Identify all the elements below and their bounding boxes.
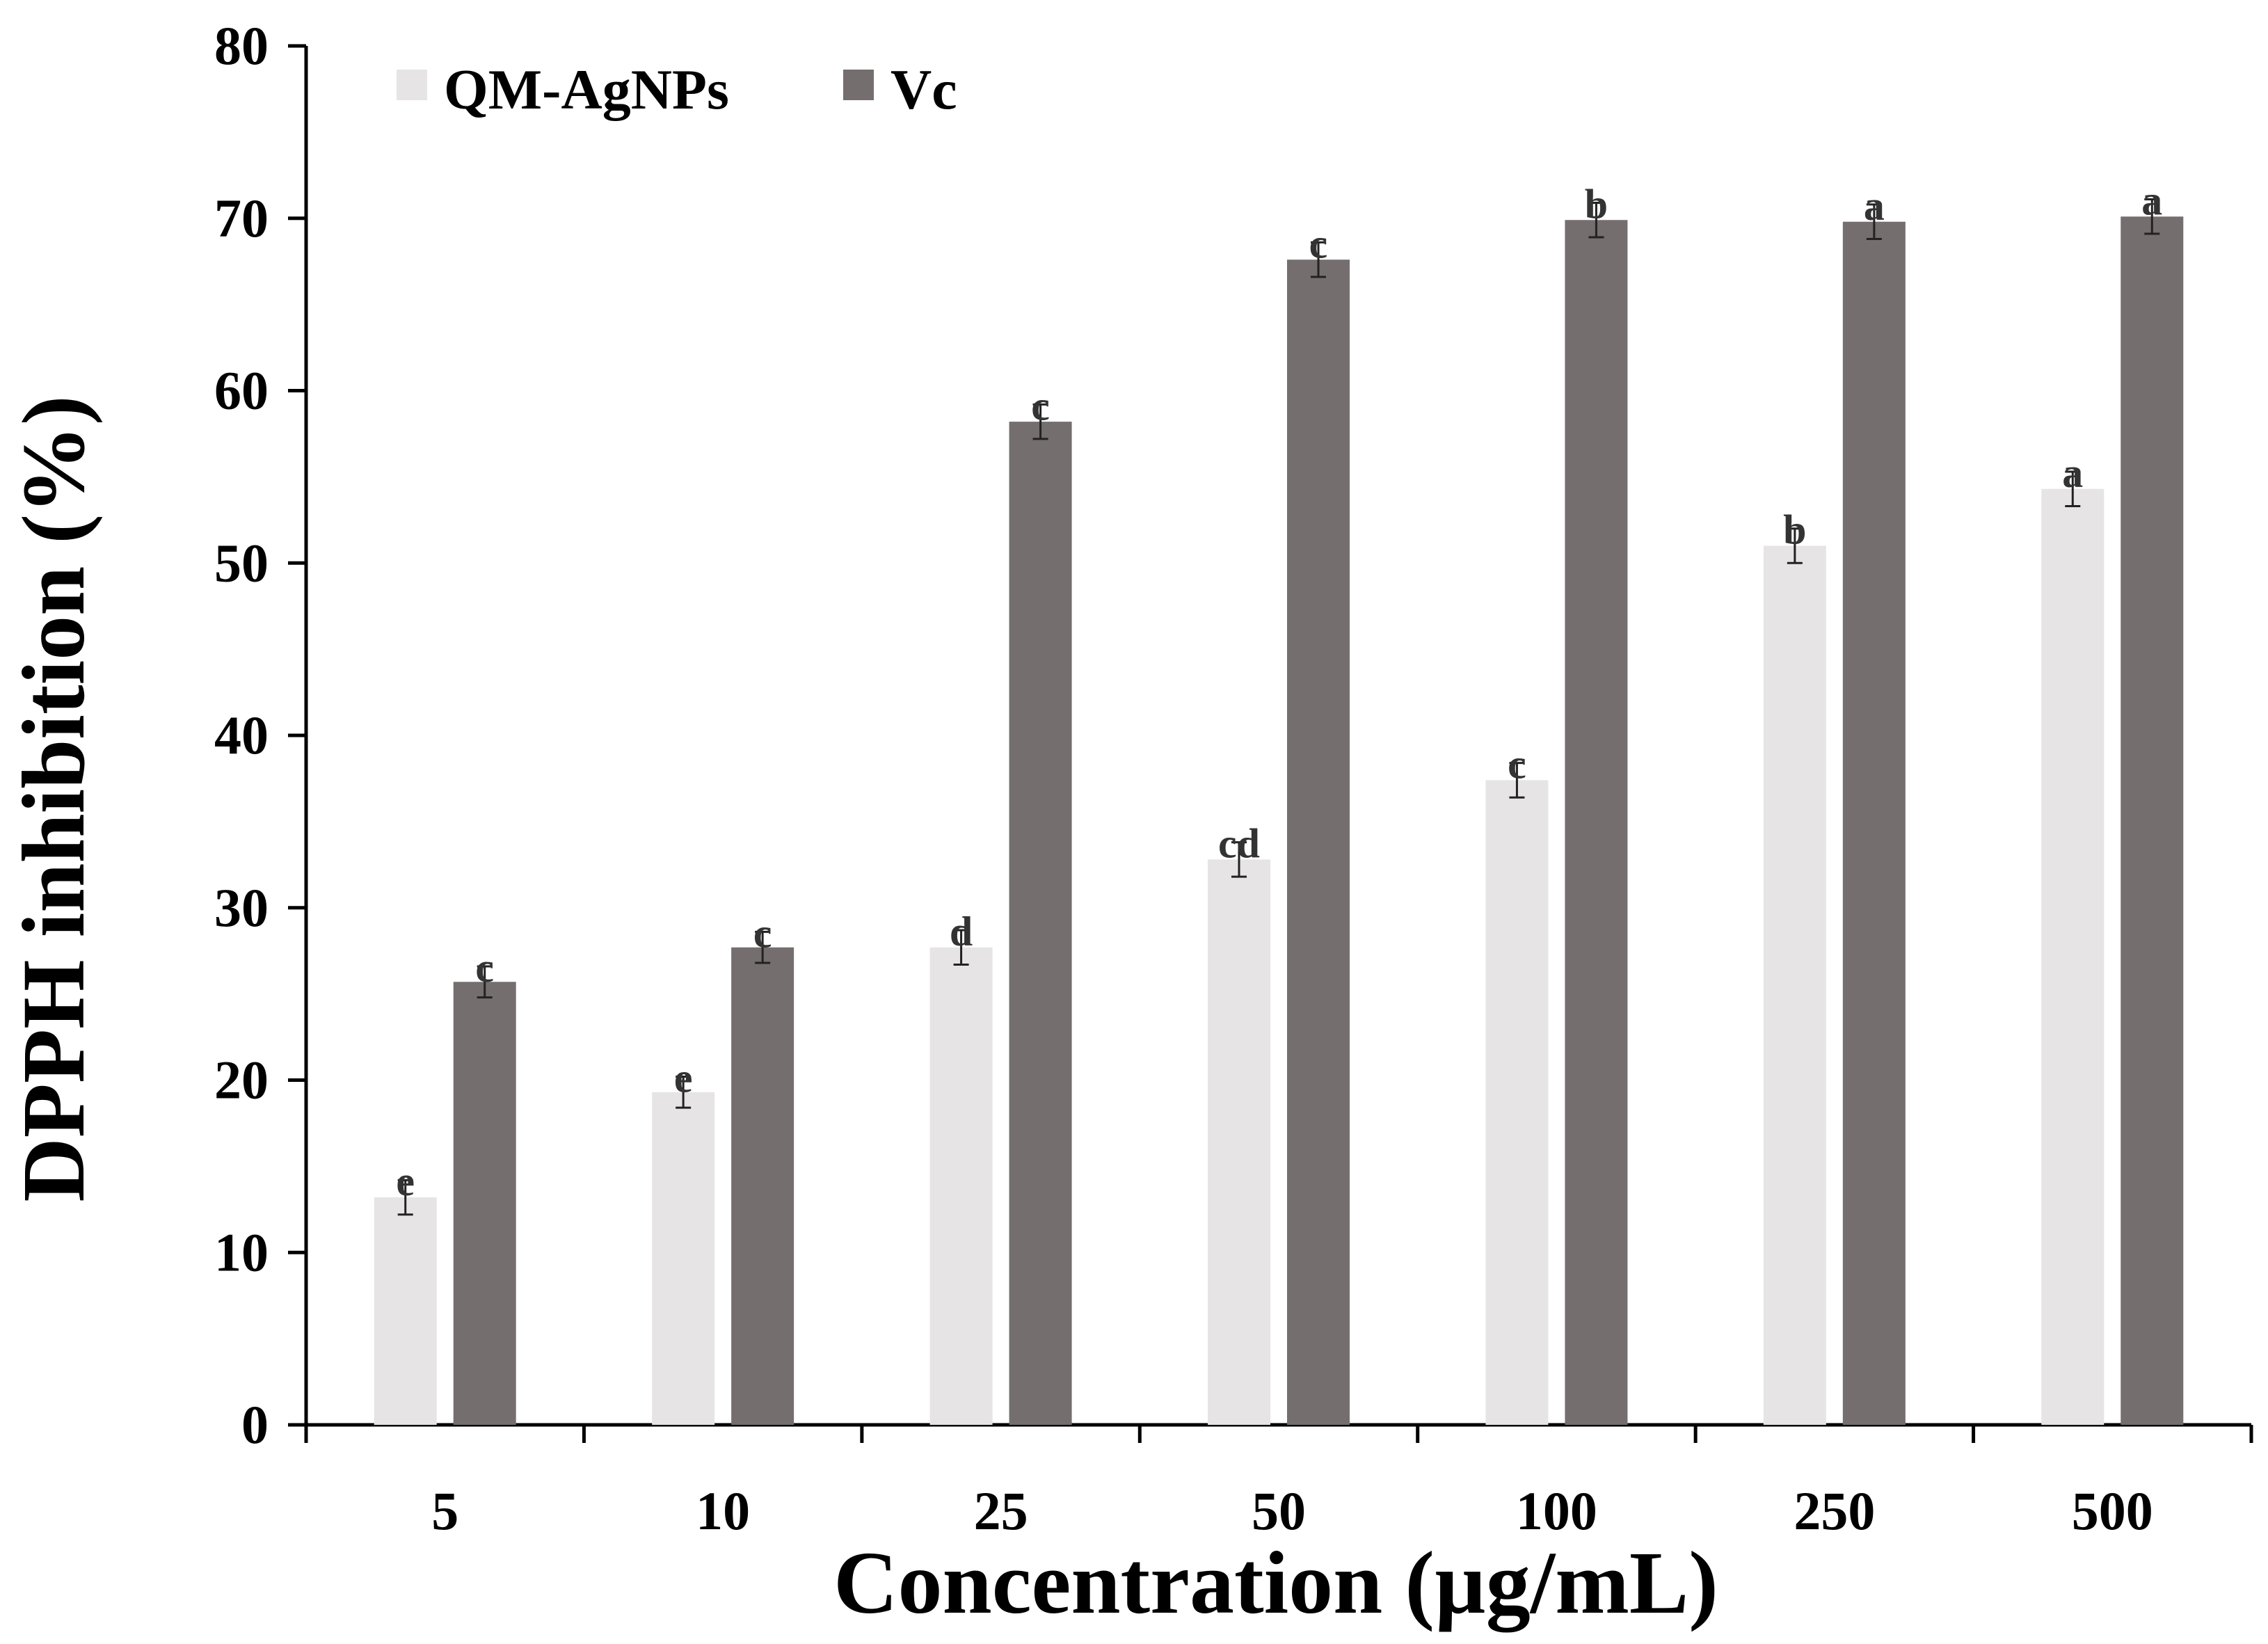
y-tick-label: 20 [214, 1050, 269, 1110]
x-tick-label: 10 [696, 1481, 750, 1541]
significance-label-qm-agnps: d [950, 909, 973, 955]
significance-label-vc: c [1031, 383, 1050, 429]
y-axis-title: DPPH inhibition (%) [4, 395, 103, 1202]
significance-label-qm-agnps: b [1783, 507, 1806, 553]
significance-label-qm-agnps: cd [1218, 821, 1260, 867]
legend-label-qm-agnps: QM-AgNPs [444, 58, 729, 121]
significance-label-vc: b [1585, 181, 1608, 227]
legend: QM-AgNPs Vc [397, 58, 957, 121]
legend-swatch-qm-agnps [397, 70, 427, 100]
significance-label-vc: c [475, 945, 494, 991]
bar-vc [1565, 220, 1628, 1425]
bar-vc [1287, 260, 1350, 1426]
bar-vc [1842, 221, 1906, 1426]
bar-qm-agnps [374, 1197, 437, 1425]
significance-label-qm-agnps: c [1508, 742, 1526, 788]
y-tick-label: 80 [214, 15, 269, 76]
x-axis-title: Concentration (µg/mL) [833, 1533, 1718, 1632]
legend-label-vc: Vc [891, 58, 957, 121]
labels-layer: e e d cd c b a c c c c b a a [396, 177, 2162, 1204]
x-tick-label: 5 [431, 1481, 458, 1541]
y-tick-label: 30 [214, 877, 269, 938]
bar-qm-agnps [929, 947, 993, 1425]
y-tick-label: 70 [214, 188, 269, 248]
bar-vc [2121, 216, 2184, 1426]
bar-qm-agnps [1208, 859, 1270, 1425]
y-tick-label: 0 [241, 1394, 269, 1455]
x-tick-label: 500 [2072, 1481, 2153, 1541]
bar-vc [453, 982, 516, 1425]
y-tick-label: 40 [214, 705, 269, 765]
bar-qm-agnps [1485, 780, 1549, 1425]
significance-label-vc: c [753, 910, 772, 956]
bar-vc [1009, 422, 1072, 1425]
significance-label-vc: c [1309, 221, 1328, 266]
significance-label-qm-agnps: e [396, 1158, 415, 1204]
legend-swatch-vc [843, 70, 874, 100]
bar-vc [731, 947, 794, 1425]
y-tick-label: 50 [214, 532, 269, 593]
x-tick-label: 250 [1794, 1481, 1875, 1541]
significance-label-qm-agnps: a [2062, 450, 2083, 496]
significance-label-vc: a [1864, 183, 1885, 229]
significance-label-qm-agnps: e [674, 1055, 693, 1101]
bar-qm-agnps [2041, 488, 2105, 1425]
y-tick-label: 10 [214, 1222, 269, 1282]
bar-qm-agnps [652, 1092, 715, 1425]
x-tick-label: 50 [1252, 1481, 1306, 1541]
x-tick-label: 25 [974, 1481, 1028, 1541]
axes-layer: 0 10 20 30 40 50 60 70 80 5 10 25 50 100 250 500 [214, 15, 2253, 1541]
y-tick-label: 60 [214, 360, 269, 421]
x-tick-label: 100 [1516, 1481, 1597, 1541]
significance-label-vc: a [2141, 177, 2162, 223]
bar-qm-agnps [1763, 545, 1826, 1425]
bars-layer [374, 198, 2184, 1426]
